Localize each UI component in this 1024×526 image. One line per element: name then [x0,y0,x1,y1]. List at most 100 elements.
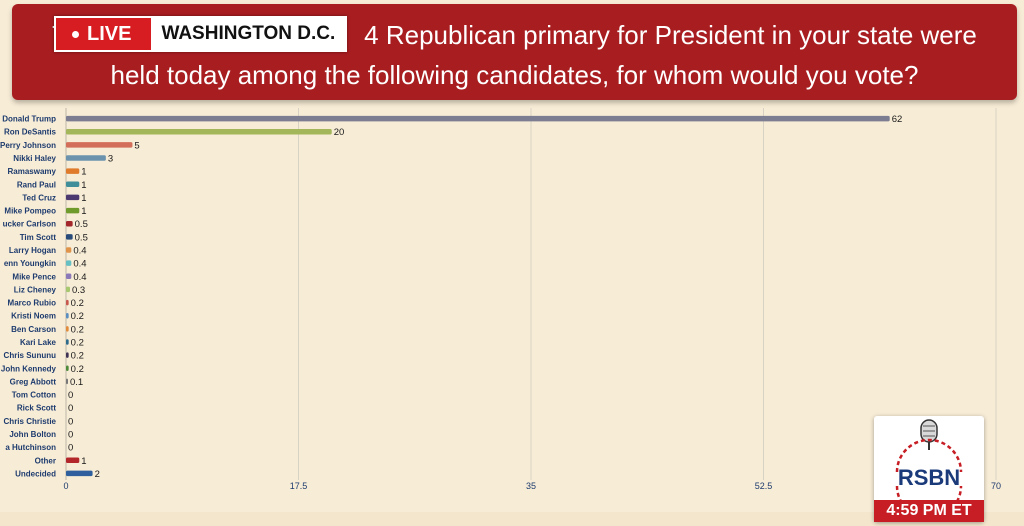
category-label: Mike Pompeo [4,207,56,216]
chart-bars [66,115,890,477]
category-label: Ron DeSantis [4,128,57,137]
bar [66,234,73,240]
question-line-2: held today among the following candidate… [110,60,919,90]
bar [66,260,72,266]
value-label: 20 [334,127,345,138]
category-label: Greg Abbott [10,377,57,386]
value-label: 1 [81,456,86,467]
category-label: Larry Hogan [9,246,56,255]
category-label: Chris Christie [4,417,57,426]
category-label: John Bolton [9,430,56,439]
value-label: 0.2 [71,298,84,309]
category-label: a Hutchinson [5,443,56,452]
value-label: 0.3 [72,285,85,296]
value-label: 0.5 [75,232,88,243]
value-label: 5 [134,140,139,151]
bar [66,339,69,345]
rsbn-logo-box: RSBN 4:59 PM ET [874,416,984,522]
category-label: Undecided [15,469,56,478]
rsbn-logo-text: RSBN [898,465,960,490]
lower-third-strip [0,512,1024,526]
bar [66,207,80,214]
value-label: 0.4 [73,246,86,257]
value-label: 1 [81,180,86,191]
value-label: 0.2 [71,311,84,322]
value-label: 0 [68,403,73,414]
category-label: Ramaswamy [8,167,57,176]
value-label: 2 [95,469,100,480]
category-label: enn Youngkin [4,259,56,268]
value-label: 0.4 [73,272,86,283]
bar [66,326,69,332]
chart-grid [65,108,997,480]
category-label: Rick Scott [17,404,56,413]
live-bug: LIVE WASHINGTON D.C. [54,16,348,52]
chart-value-labels: 62205311110.50.50.40.40.40.30.20.20.20.2… [68,114,902,480]
value-label: 0.1 [70,377,83,388]
bar [66,142,133,148]
category-label: Perry Johnson [0,141,56,150]
value-label: 0.2 [71,364,84,375]
category-label: ucker Carlson [3,220,56,229]
category-label: Ben Carson [11,325,56,334]
bar [66,470,93,477]
value-label: 3 [108,154,113,165]
bar [66,352,69,358]
rsbn-logo-icon: RSBN [895,419,963,520]
category-label: Donald Trump [2,115,56,124]
value-label: 62 [892,114,903,125]
location-badge: WASHINGTON D.C. [151,18,346,50]
bar [66,273,72,280]
category-label: Liz Cheney [14,285,57,294]
x-tick-label: 70 [991,481,1001,491]
bar [66,299,69,306]
bar [66,115,890,122]
category-label: Other [35,456,56,465]
bar [66,286,70,293]
category-label: Rand Paul [17,180,56,189]
category-label: Tom Cotton [12,391,56,400]
chart-x-axis-ticks: 0 17.5 35 52.5 70 [63,481,1001,491]
clock-time: 4:59 PM ET [874,500,984,522]
value-label: 0.4 [73,259,86,270]
bar [66,181,80,188]
chart-category-labels: Donald Trump Ron DeSantis Perry Johnson Nik… [0,115,57,479]
live-label: LIVE [87,22,132,45]
bar [66,247,72,253]
value-label: 1 [81,167,86,178]
x-tick-label: 35 [526,481,536,491]
x-tick-label: 17.5 [290,481,308,491]
live-dot-icon [72,30,79,38]
value-label: 0 [68,443,73,454]
category-label: John Kennedy [1,364,57,373]
value-label: 1 [81,206,86,217]
live-badge: LIVE [56,18,152,50]
value-label: 0.2 [71,351,84,362]
bar [66,457,80,464]
category-label: Chris Sununu [4,351,57,360]
bar [66,312,69,319]
category-label: Marco Rubio [8,299,57,308]
bar [66,220,73,227]
value-label: 0.5 [75,219,88,230]
bar [66,168,80,174]
category-label: Ted Cruz [22,193,56,202]
bar [66,378,68,385]
value-label: 0 [68,390,73,401]
bar [66,365,69,372]
category-label: Kari Lake [20,338,57,347]
category-label: Tim Scott [20,233,57,242]
value-label: 0.2 [71,338,84,349]
bar [66,155,106,161]
bar [66,128,332,135]
bar [66,194,80,201]
x-tick-label: 52.5 [755,481,773,491]
value-label: 0 [68,430,73,441]
x-tick-label: 0 [63,481,68,491]
category-label: Mike Pence [12,272,56,281]
category-label: Kristi Noem [11,312,56,321]
value-label: 0.2 [71,324,84,335]
value-label: 0 [68,416,73,427]
